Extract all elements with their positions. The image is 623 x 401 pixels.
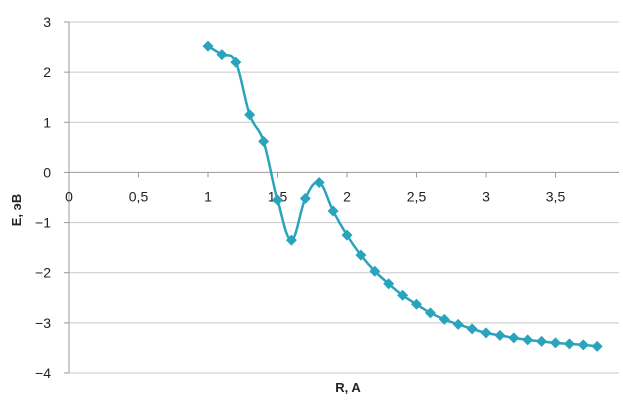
- data-point-marker: [299, 193, 311, 205]
- data-point-marker: [411, 298, 422, 310]
- data-series: [202, 40, 603, 352]
- data-point-marker: [522, 334, 534, 346]
- data-point-marker: [272, 194, 283, 206]
- x-tick-label: 3: [482, 188, 490, 204]
- data-point-marker: [466, 323, 478, 335]
- data-point-marker: [230, 56, 242, 68]
- data-point-marker: [452, 318, 464, 330]
- data-point-marker: [327, 205, 339, 217]
- axes: [64, 21, 619, 374]
- x-tick-label: 0,5: [129, 188, 149, 204]
- y-tick-label: 3: [43, 14, 51, 30]
- grid-lines: [69, 21, 619, 374]
- y-tick-label: 0: [43, 164, 51, 180]
- data-point-marker: [536, 335, 548, 347]
- y-tick-label: −2: [35, 265, 51, 281]
- y-axis-title: E, эВ: [9, 194, 24, 226]
- x-tick-label: 2,5: [407, 188, 427, 204]
- data-point-marker: [341, 229, 353, 241]
- x-axis-title: R, A: [335, 380, 361, 395]
- x-tick-label: 3,5: [546, 188, 566, 204]
- x-tick-label: 1: [204, 188, 212, 204]
- data-point-marker: [563, 338, 575, 350]
- data-point-marker: [438, 313, 450, 325]
- data-point-marker: [258, 135, 270, 147]
- data-point-marker: [550, 337, 561, 349]
- y-tick-label: 2: [43, 64, 51, 80]
- data-point-marker: [244, 109, 256, 121]
- data-point-marker: [285, 234, 297, 246]
- data-point-marker: [202, 40, 214, 52]
- data-point-marker: [577, 339, 589, 351]
- data-point-marker: [397, 289, 409, 301]
- data-point-marker: [508, 332, 520, 344]
- data-point-marker: [355, 249, 367, 261]
- data-point-marker: [480, 327, 492, 339]
- data-point-marker: [424, 307, 436, 319]
- y-tick-labels: 3 2 1 0 −1 −2 −3 −4: [35, 14, 51, 381]
- x-tick-label: 2: [343, 188, 351, 204]
- data-point-marker: [369, 265, 381, 277]
- x-tick-label: 0: [65, 188, 73, 204]
- y-tick-label: −3: [35, 315, 51, 331]
- data-point-marker: [216, 49, 228, 61]
- y-tick-label: −1: [35, 215, 51, 231]
- y-tick-label: −4: [35, 365, 51, 381]
- series-line: [206, 44, 599, 348]
- x-tick-labels: 00,511,522,533,5: [65, 188, 565, 204]
- data-point-marker: [591, 340, 603, 352]
- data-point-marker: [383, 278, 395, 290]
- data-point-marker: [313, 176, 325, 188]
- data-point-marker: [494, 329, 506, 341]
- y-tick-label: 1: [43, 114, 51, 130]
